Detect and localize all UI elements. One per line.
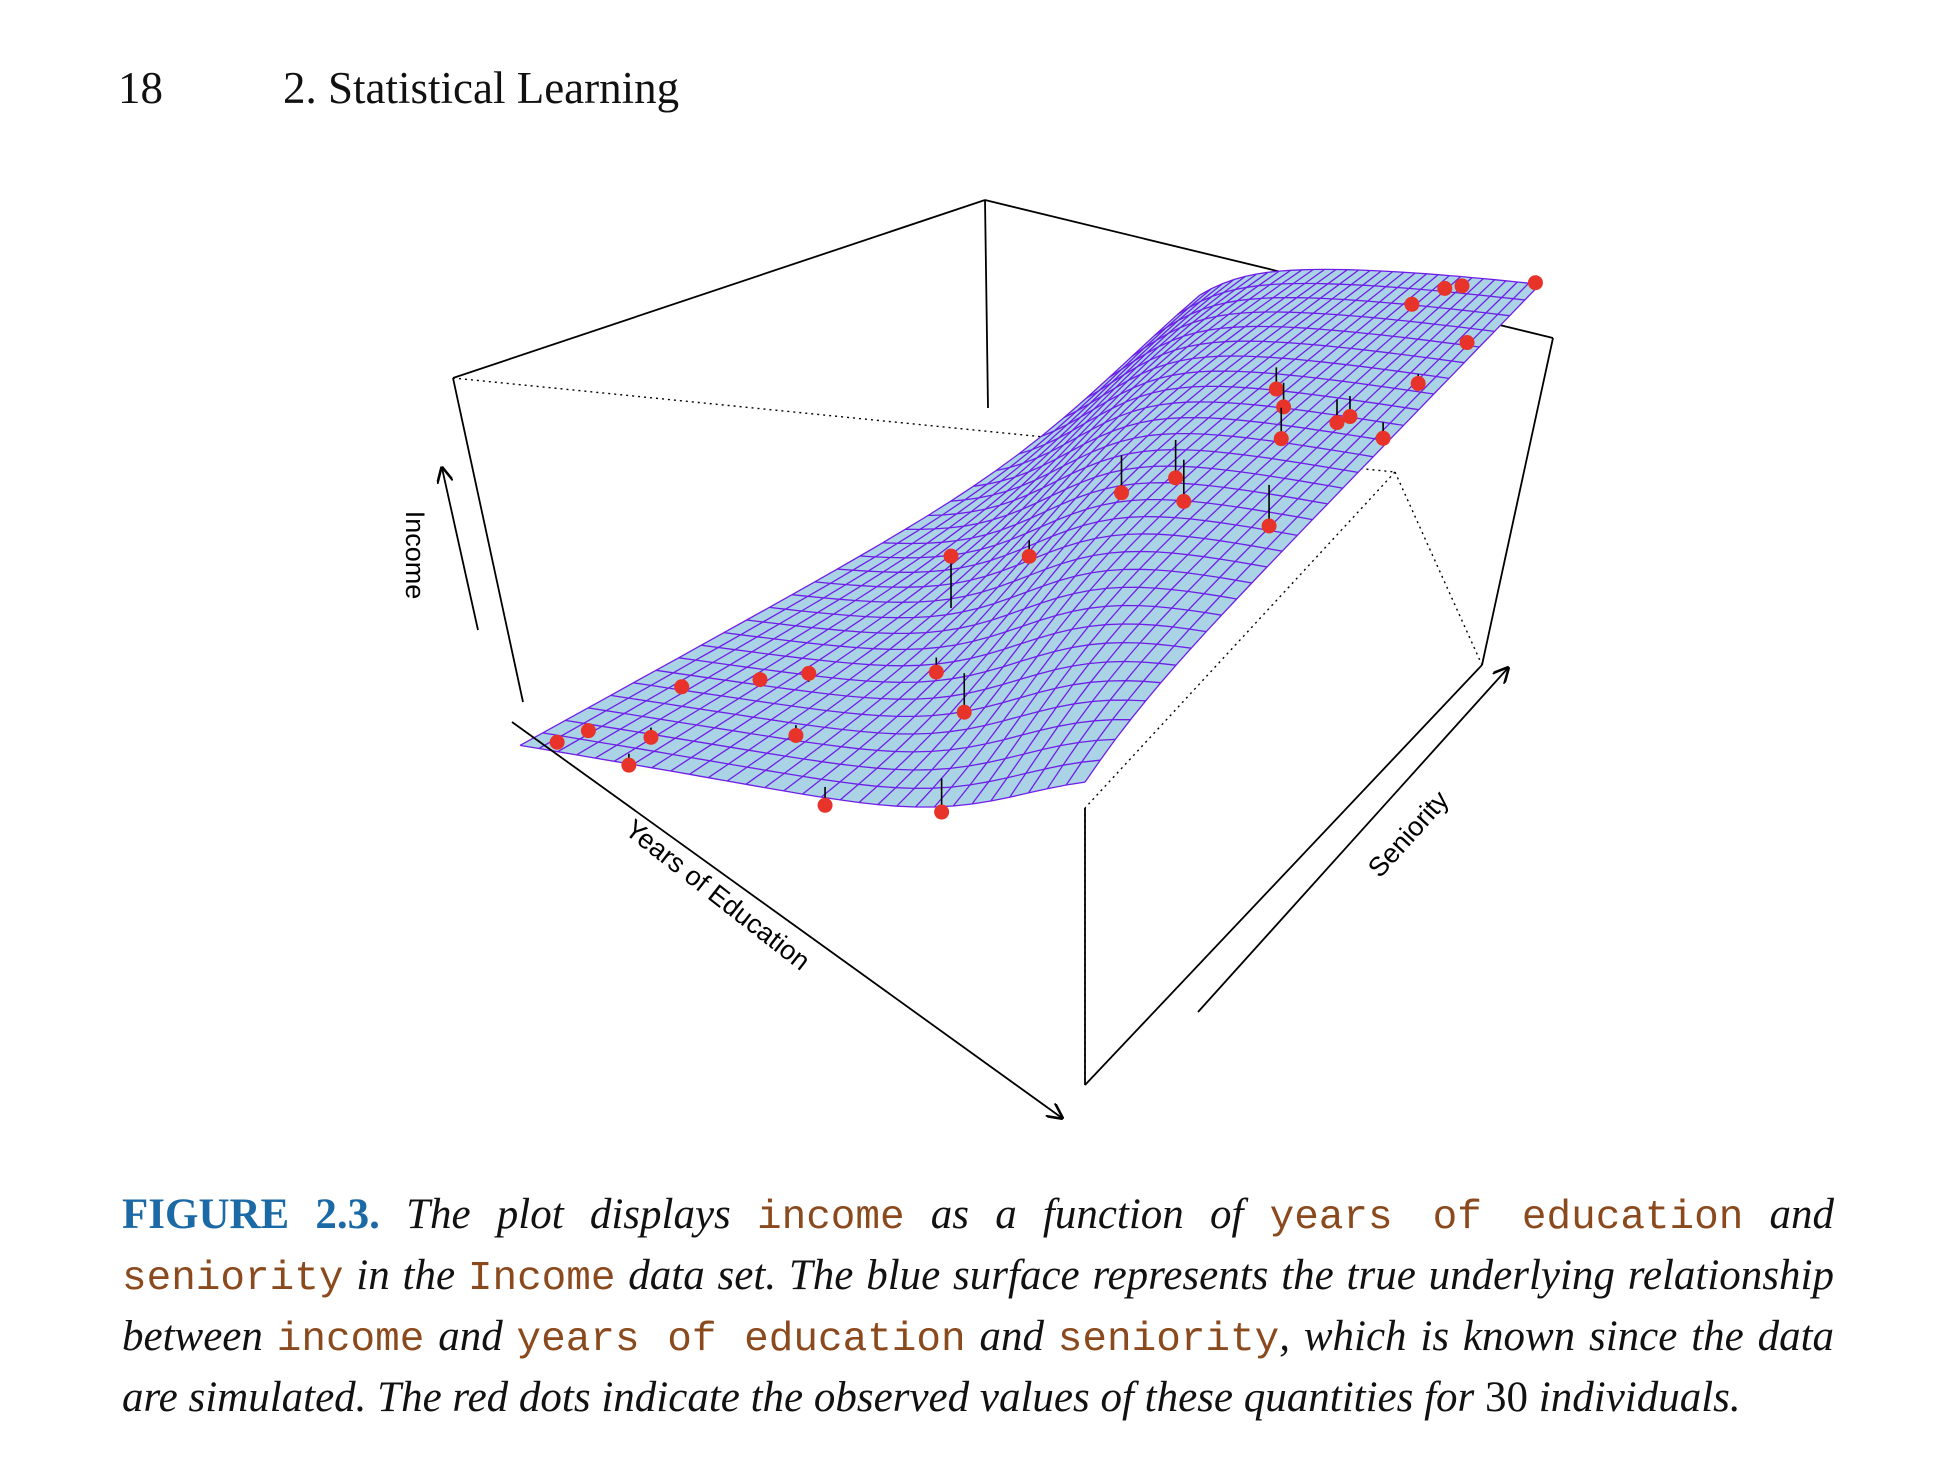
observation-point xyxy=(1261,518,1277,534)
observation-point xyxy=(621,757,637,773)
code-term: years of education xyxy=(516,1317,966,1363)
caption-text: individuals. xyxy=(1528,1374,1741,1421)
observation-point xyxy=(1437,280,1453,296)
observation-point xyxy=(1168,470,1184,486)
surface-grid-line-seniority xyxy=(1199,268,1541,296)
surface-grid-line-education xyxy=(1084,283,1541,783)
regression-surface xyxy=(519,268,1541,808)
observation-point xyxy=(1410,375,1426,391)
caption-text: , which is known since the data are simu… xyxy=(122,1313,1835,1421)
observation-point xyxy=(1273,431,1289,447)
seniority-axis-arrow xyxy=(1197,668,1508,1013)
surface-grid-line-education xyxy=(1046,281,1518,790)
page-number: 18 xyxy=(118,63,163,113)
surface-grid-line-seniority xyxy=(1176,282,1525,316)
observation-point xyxy=(1459,335,1475,351)
observation-point xyxy=(1021,548,1037,564)
observation-point xyxy=(752,672,768,688)
observation-point xyxy=(817,797,833,813)
observation-point xyxy=(1329,415,1345,431)
observation-point xyxy=(1375,430,1391,446)
observation-point xyxy=(549,734,565,750)
observation-point xyxy=(928,664,944,680)
surface-grid-line-seniority xyxy=(1154,296,1510,336)
figure-caption: FIGURE 2.3. The plot displays income as … xyxy=(122,1186,1834,1427)
caption-text: and xyxy=(424,1313,517,1360)
caption-count: 30 xyxy=(1485,1374,1529,1421)
observation-point xyxy=(1454,278,1470,294)
observation-point xyxy=(1268,381,1284,397)
observation-point xyxy=(674,679,690,695)
code-term: seniority xyxy=(122,1256,344,1302)
income-axis-label: Income xyxy=(400,511,430,600)
surface-grid-line-education xyxy=(1027,280,1507,794)
observation-point xyxy=(934,804,950,820)
observation-point xyxy=(1342,409,1358,425)
observation-point xyxy=(1276,399,1292,415)
seniority-axis-label: Seniority xyxy=(1362,785,1455,884)
observation-point xyxy=(1527,275,1543,291)
caption-text: and xyxy=(965,1313,1058,1360)
observation-point xyxy=(1114,485,1129,501)
education-axis-arrow xyxy=(511,721,1062,1118)
figure-label: FIGURE 2.3. xyxy=(122,1191,380,1238)
caption-text: and xyxy=(1743,1191,1835,1238)
observation-point xyxy=(943,548,959,564)
surface-fill xyxy=(520,269,1540,807)
surface-grid-line-seniority xyxy=(1131,311,1495,357)
observation-point xyxy=(788,727,804,743)
code-term: years of education xyxy=(1269,1195,1744,1241)
surface-grid-line-seniority xyxy=(1086,340,1465,399)
observation-point xyxy=(643,729,659,745)
code-term: Income xyxy=(467,1256,616,1302)
code-term: income xyxy=(756,1195,905,1241)
observation-point xyxy=(580,723,596,739)
caption-text: The plot displays xyxy=(379,1191,757,1238)
observation-point xyxy=(801,665,817,681)
surface-grid-line-education xyxy=(1065,282,1530,786)
observed-points xyxy=(549,275,1543,820)
surface-grid-line-education xyxy=(1009,279,1496,798)
section-title: 2. Statistical Learning xyxy=(283,63,680,113)
income-axis-arrow xyxy=(442,468,479,631)
observation-point xyxy=(1176,493,1192,509)
surface-plot: Income Years of Education Seniority xyxy=(400,199,1554,1160)
code-term: seniority xyxy=(1057,1317,1280,1363)
caption-text: as a function of xyxy=(904,1191,1270,1238)
surface-grid-line-seniority xyxy=(1108,325,1480,378)
code-term: income xyxy=(276,1317,425,1363)
caption-text: data set. The blue surface represents th… xyxy=(122,1252,1834,1360)
observation-point xyxy=(1404,296,1420,312)
observation-point xyxy=(956,704,972,720)
education-axis-label: Years of Education xyxy=(619,814,815,977)
caption-text: in the xyxy=(343,1252,468,1299)
